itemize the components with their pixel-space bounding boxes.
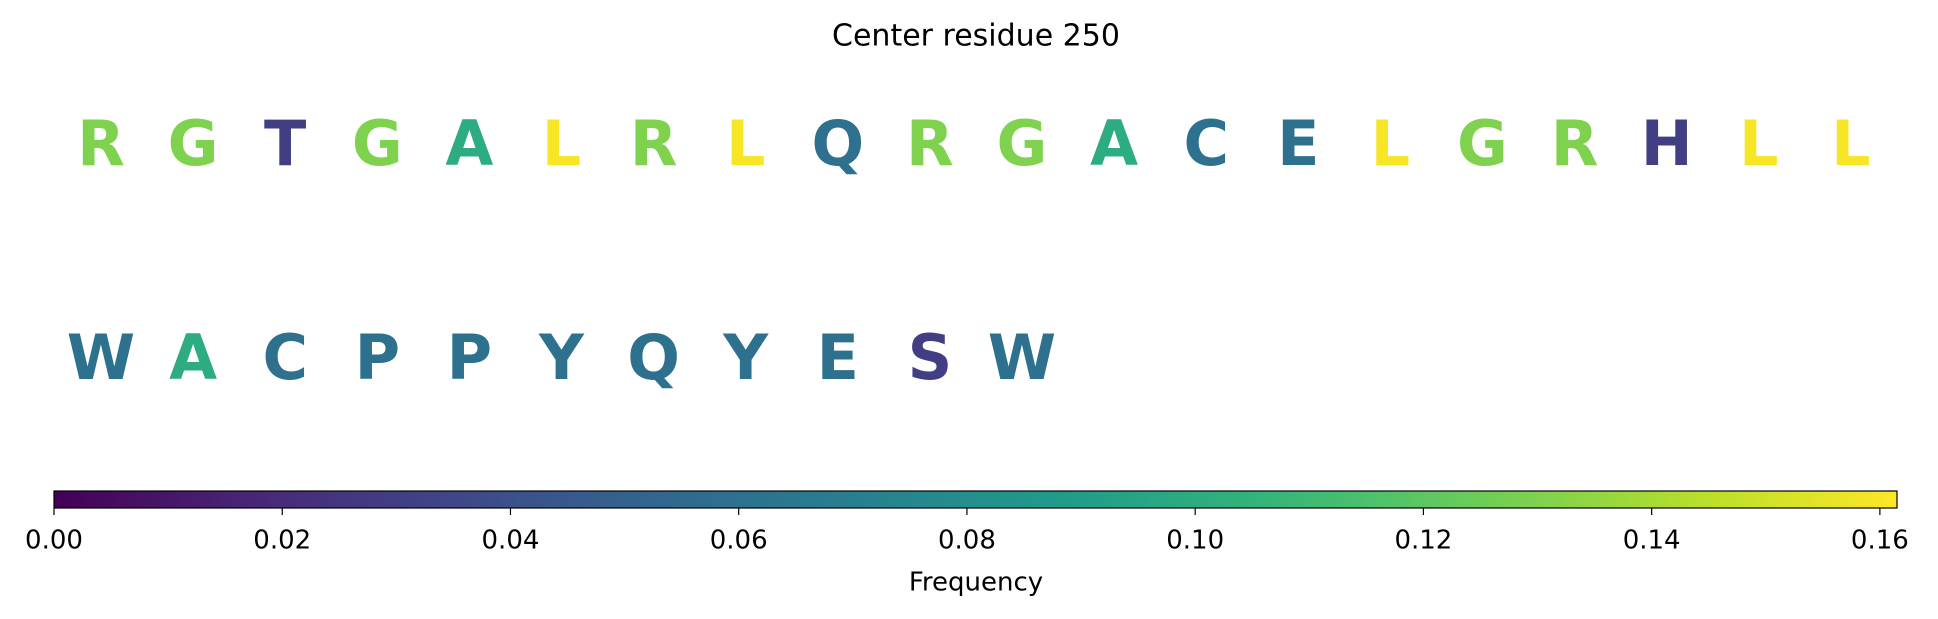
residue-letter: W	[988, 321, 1056, 394]
residue-letter: L	[1371, 107, 1411, 180]
residue-letter: E	[817, 321, 859, 394]
colorbar-tick-label: 0.02	[253, 526, 311, 556]
colorbar-tick-label: 0.00	[25, 526, 83, 556]
residue-letter: P	[447, 321, 492, 394]
residue-letter: T	[264, 107, 306, 180]
colorbar-tick-label: 0.12	[1394, 526, 1452, 556]
residue-letter: Q	[811, 107, 864, 180]
residue-letter: L	[726, 107, 766, 180]
residue-letter: C	[262, 321, 308, 394]
residue-letter: R	[1551, 107, 1599, 180]
residue-letter: P	[355, 321, 400, 394]
residue-letter: R	[77, 107, 125, 180]
residue-letter: L	[542, 107, 582, 180]
colorbar-tick-label: 0.06	[710, 526, 768, 556]
residue-letter: R	[906, 107, 954, 180]
residue-letter: H	[1641, 107, 1693, 180]
residue-letter: L	[1739, 107, 1779, 180]
colorbar-tick-label: 0.04	[482, 526, 540, 556]
chart-title: Center residue 250	[832, 19, 1120, 54]
residue-letter: S	[908, 321, 953, 394]
residue-letter: E	[1277, 107, 1319, 180]
colorbar-tick-label: 0.14	[1623, 526, 1681, 556]
residue-letter: L	[1831, 107, 1871, 180]
residue-letter: A	[1090, 107, 1138, 180]
residue-letter: C	[1183, 107, 1229, 180]
colorbar-label: Frequency	[909, 568, 1043, 598]
residue-letter: Y	[722, 321, 769, 394]
residue-letter: R	[630, 107, 678, 180]
colorbar-tick-label: 0.16	[1851, 526, 1909, 556]
residue-letter: A	[169, 321, 217, 394]
residue-letter: A	[445, 107, 493, 180]
colorbar	[53, 490, 1898, 509]
residue-letter: G	[352, 107, 403, 180]
residue-letter: Y	[538, 321, 585, 394]
colorbar-tick-label: 0.10	[1166, 526, 1224, 556]
residue-letter: G	[997, 107, 1048, 180]
residue-letter: Q	[627, 321, 680, 394]
residue-letter: W	[67, 321, 135, 394]
colorbar-tick-label: 0.08	[938, 526, 996, 556]
residue-letter: G	[168, 107, 219, 180]
residue-letter: G	[1457, 107, 1508, 180]
